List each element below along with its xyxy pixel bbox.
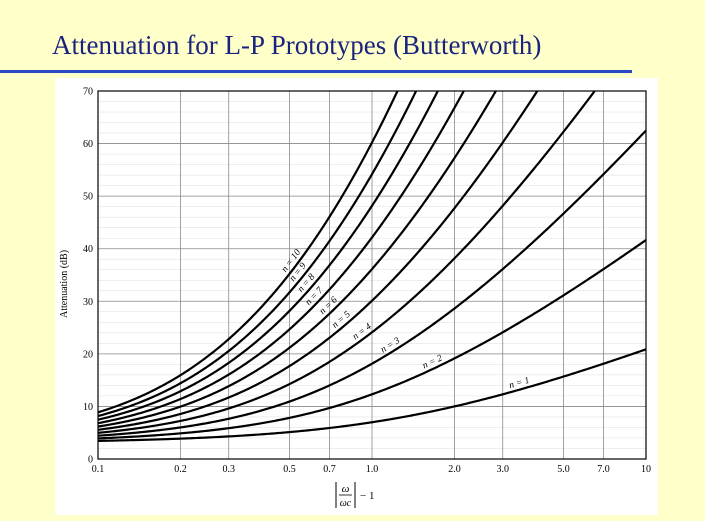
y-tick-label: 60 bbox=[83, 139, 93, 150]
x-tick-label: 0.7 bbox=[323, 464, 336, 475]
x-tick-label: 5.0 bbox=[557, 464, 570, 475]
x-label-numerator: ω bbox=[342, 483, 350, 495]
attenuation-chart: 0 10 20 30 40 50 60 70 0.1 0.2 0.3 0.5 0.7 1.0 2.0 3.0 5… bbox=[59, 87, 651, 510]
y-tick-label: 70 bbox=[83, 87, 93, 98]
curve-n2 bbox=[97, 239, 647, 440]
curve-n8 bbox=[97, 90, 439, 421]
chart-panel: 0 10 20 30 40 50 60 70 0.1 0.2 0.3 0.5 0.7 1.0 2.0 3.0 5… bbox=[55, 78, 658, 515]
x-tick-label: 2.0 bbox=[448, 464, 461, 475]
x-tick-label: 0.2 bbox=[174, 464, 187, 475]
grid bbox=[97, 90, 647, 460]
x-tick-label: 3.0 bbox=[496, 464, 509, 475]
curve-n10 bbox=[97, 90, 399, 414]
x-tick-label: 1.0 bbox=[366, 464, 379, 475]
y-tick-label: 50 bbox=[83, 192, 93, 203]
curve-n9 bbox=[97, 90, 418, 418]
y-tick-label: 0 bbox=[88, 455, 93, 466]
x-tick-label: 0.1 bbox=[92, 464, 105, 475]
y-tick-label: 30 bbox=[83, 297, 93, 308]
y-tick-label: 20 bbox=[83, 349, 93, 360]
curves bbox=[97, 90, 647, 442]
x-label-denominator: ωc bbox=[340, 498, 352, 509]
x-tick-label: 0.3 bbox=[222, 464, 235, 475]
y-tick-label: 40 bbox=[83, 244, 93, 255]
x-axis-label: ω ωc − 1 bbox=[335, 482, 374, 509]
curve-n3 bbox=[97, 129, 647, 437]
x-tick-label: 0.5 bbox=[283, 464, 296, 475]
plot-frame bbox=[97, 90, 647, 460]
title-underline bbox=[0, 70, 632, 73]
tick-labels: 0 10 20 30 40 50 60 70 0.1 0.2 0.3 0.5 0.7 1.0 2.0 3.0 5… bbox=[83, 87, 651, 476]
x-label-suffix: − 1 bbox=[360, 490, 374, 502]
curve-n1 bbox=[97, 348, 647, 442]
curve-n7 bbox=[97, 90, 465, 425]
x-tick-label: 10 bbox=[641, 464, 651, 475]
curve-n4 bbox=[97, 90, 596, 434]
y-axis-label: Attenuation (dB) bbox=[59, 250, 70, 318]
curve-n5 bbox=[97, 90, 539, 431]
slide-title: Attenuation for L-P Prototypes (Butterwo… bbox=[52, 30, 542, 60]
y-tick-label: 10 bbox=[83, 402, 93, 413]
curve-n6 bbox=[97, 90, 497, 428]
x-tick-label: 7.0 bbox=[597, 464, 610, 475]
